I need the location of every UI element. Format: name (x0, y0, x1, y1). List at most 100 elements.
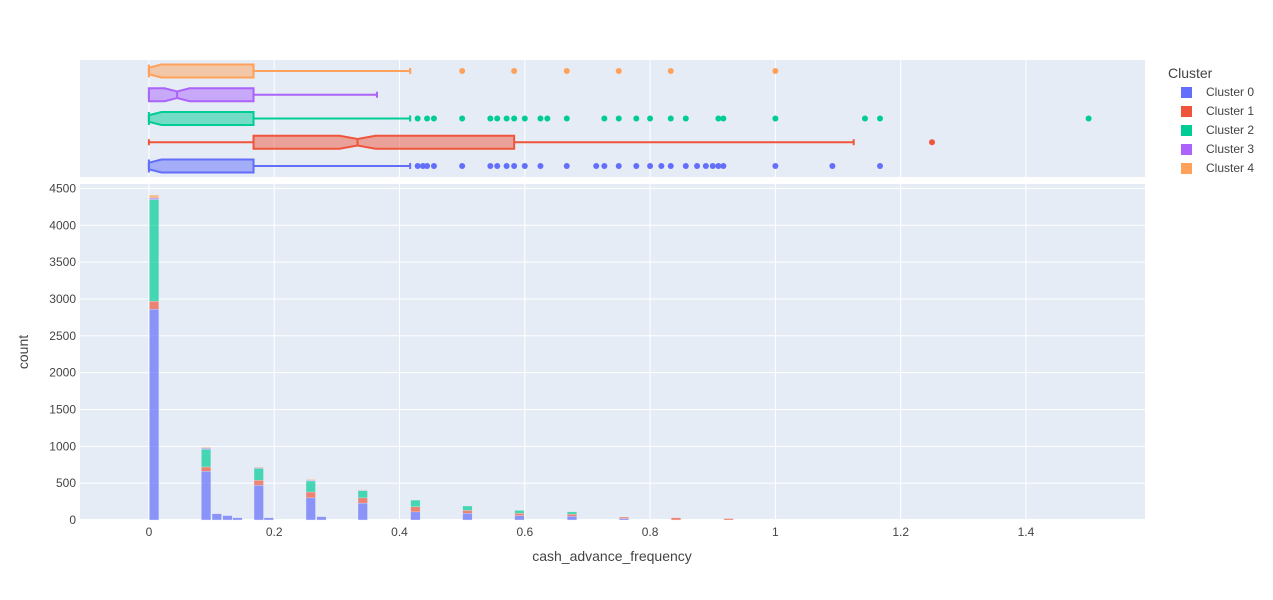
histogram-bar[interactable] (253, 480, 264, 486)
outlier-point[interactable] (694, 163, 701, 169)
histogram-bar[interactable] (149, 301, 160, 310)
box-plot[interactable] (147, 158, 884, 174)
outlier-point[interactable] (544, 115, 551, 122)
histogram-bar[interactable] (232, 517, 243, 521)
outlier-point[interactable] (563, 115, 570, 122)
histogram-bar[interactable] (357, 490, 368, 499)
histogram-bar[interactable] (149, 197, 160, 200)
outlier-point[interactable] (487, 115, 494, 122)
histogram-bar[interactable] (253, 468, 264, 481)
outlier-point[interactable] (459, 68, 466, 74)
histogram-bar[interactable] (619, 518, 629, 521)
histogram-bar[interactable] (201, 447, 212, 449)
outlier-point[interactable] (430, 163, 437, 169)
outlier-point[interactable] (702, 163, 709, 169)
histogram-bar[interactable] (305, 479, 316, 481)
outlier-point[interactable] (633, 163, 640, 169)
outlier-point[interactable] (615, 68, 622, 74)
histogram-bar[interactable] (723, 518, 734, 521)
legend-item[interactable]: Cluster 1 (1181, 104, 1254, 118)
outlier-point[interactable] (682, 115, 689, 122)
legend[interactable]: Cluster Cluster 0 Cluster 1 Cluster 2 Clust… (1168, 65, 1254, 175)
outlier-point[interactable] (877, 163, 884, 169)
outlier-point[interactable] (667, 163, 674, 169)
legend-item[interactable]: Cluster 2 (1181, 123, 1254, 137)
outlier-point[interactable] (720, 163, 727, 169)
outlier-point[interactable] (521, 163, 528, 169)
box-plot[interactable] (147, 134, 935, 150)
outlier-point[interactable] (615, 163, 622, 169)
outlier-point[interactable] (563, 163, 570, 169)
outlier-point[interactable] (715, 115, 722, 122)
outlier-point[interactable] (459, 163, 466, 169)
histogram-bar[interactable] (201, 466, 212, 472)
outlier-point[interactable] (494, 115, 501, 122)
outlier-point[interactable] (511, 115, 518, 122)
histogram-bar[interactable] (305, 491, 316, 499)
outlier-point[interactable] (829, 163, 836, 169)
outlier-point[interactable] (772, 115, 779, 122)
outlier-point[interactable] (658, 163, 665, 169)
outlier-point[interactable] (709, 163, 716, 169)
legend-item[interactable]: Cluster 0 (1181, 85, 1254, 99)
outlier-point[interactable] (521, 115, 528, 122)
histogram-bar[interactable] (567, 516, 577, 521)
outlier-point[interactable] (601, 115, 608, 122)
outlier-point[interactable] (720, 115, 727, 122)
outlier-point[interactable] (487, 163, 494, 169)
outlier-point[interactable] (877, 115, 884, 122)
outlier-point[interactable] (601, 163, 608, 169)
histogram-bar[interactable] (357, 502, 368, 521)
outlier-point[interactable] (929, 139, 935, 146)
outlier-point[interactable] (459, 115, 466, 122)
outlier-point[interactable] (537, 163, 544, 169)
outlier-point[interactable] (503, 163, 510, 169)
histogram-bar[interactable] (149, 199, 160, 302)
outlier-point[interactable] (633, 115, 640, 122)
histogram-bar[interactable] (357, 489, 368, 491)
histogram-bar[interactable] (316, 516, 327, 521)
histogram-bar[interactable] (410, 506, 421, 513)
outlier-point[interactable] (647, 115, 654, 122)
outlier-point[interactable] (494, 163, 501, 169)
box-plot[interactable] (147, 63, 779, 79)
outlier-point[interactable] (537, 115, 544, 122)
outlier-point[interactable] (424, 163, 431, 169)
histogram-bar[interactable] (211, 513, 222, 521)
outlier-point[interactable] (593, 163, 600, 169)
histogram-bar[interactable] (567, 511, 577, 515)
histogram-bar[interactable] (149, 194, 160, 199)
outlier-point[interactable] (615, 115, 622, 122)
outlier-point[interactable] (430, 115, 437, 122)
histogram-bar[interactable] (619, 516, 629, 519)
histogram-bar[interactable] (253, 466, 264, 468)
outlier-point[interactable] (667, 115, 674, 122)
outlier-point[interactable] (563, 68, 570, 74)
histogram-bar[interactable] (305, 497, 316, 521)
outlier-point[interactable] (414, 115, 421, 122)
histogram-bar[interactable] (253, 485, 264, 521)
legend-item[interactable]: Cluster 4 (1181, 161, 1254, 175)
outlier-point[interactable] (715, 163, 722, 169)
outlier-point[interactable] (503, 115, 510, 122)
legend-item[interactable]: Cluster 3 (1181, 142, 1254, 156)
histogram-bar[interactable] (201, 449, 212, 468)
histogram-bar[interactable] (201, 448, 212, 450)
outlier-point[interactable] (414, 163, 421, 169)
histogram-bar[interactable] (514, 513, 525, 516)
histogram-bar[interactable] (567, 513, 577, 517)
box-plot[interactable] (147, 111, 1092, 126)
histogram-bar[interactable] (410, 511, 421, 521)
histogram-bar[interactable] (671, 517, 681, 521)
outlier-point[interactable] (424, 115, 431, 122)
histogram-bar[interactable] (514, 515, 525, 521)
histogram-bar[interactable] (305, 480, 316, 493)
histogram-bar[interactable] (462, 513, 473, 521)
outlier-point[interactable] (511, 163, 518, 169)
outlier-point[interactable] (511, 68, 518, 74)
box-plot[interactable] (147, 87, 378, 103)
outlier-point[interactable] (1085, 115, 1092, 122)
histogram-bar[interactable] (462, 510, 473, 514)
histogram-bar[interactable] (149, 309, 160, 521)
histogram-bar[interactable] (222, 515, 233, 521)
